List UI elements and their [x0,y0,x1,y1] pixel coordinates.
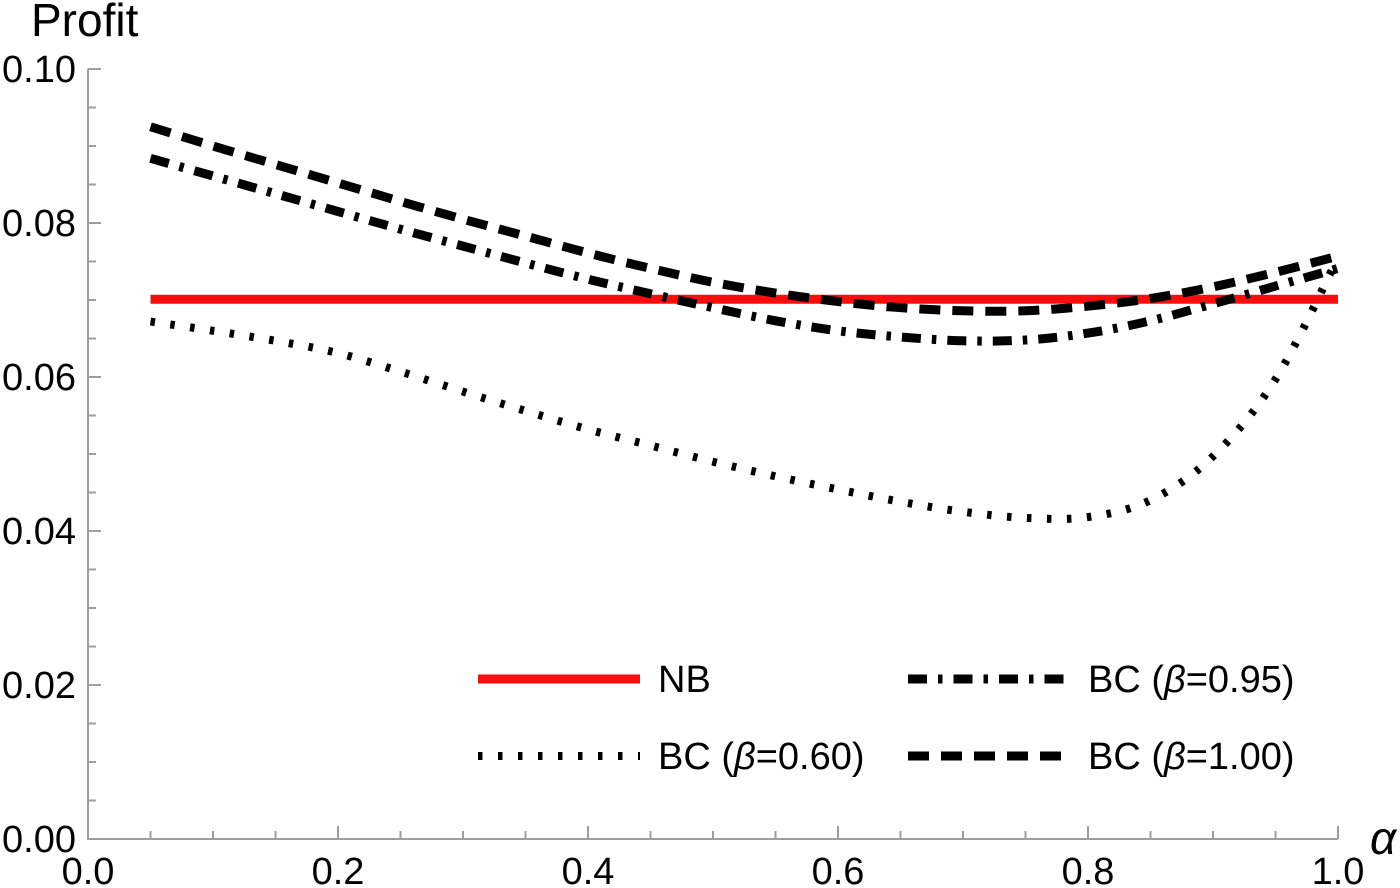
legend-label-bc-100: BC (β=1.00) [1088,736,1295,778]
y-tick-label: 0.08 [2,203,76,245]
axes-lines [87,69,1338,840]
x-tick-label: 0.2 [312,851,365,888]
y-tick-label: 0.06 [2,357,76,399]
x-axis-title: α [1370,812,1398,864]
curve-bc-095 [149,153,1340,346]
y-tick-label: 0.04 [2,511,76,553]
curve-bc-060 [149,255,1342,523]
x-tick-label: 0.6 [812,851,865,888]
x-tick-label: 0.4 [562,851,615,888]
y-tick-label: 0.00 [2,819,76,861]
curve-bc-100 [149,122,1340,316]
y-axis-title: Profit [31,0,139,46]
x-tick-label: 0.0 [62,851,115,888]
legend-label-bc-060: BC (β=0.60) [658,736,865,778]
chart-generated-content: 0.0 0.2 0.4 0.6 0.8 1.0 0.00 0.02 0.04 0.06 0.08 0.… [2,49,1364,888]
y-tick-label: 0.02 [2,665,76,707]
legend-label-bc-095: BC (β=0.95) [1088,659,1295,701]
legend-label-nb: NB [658,659,711,701]
x-tick-label: 0.8 [1062,851,1115,888]
x-tick-label: 1.0 [1312,851,1365,888]
y-tick-label: 0.10 [2,49,76,91]
